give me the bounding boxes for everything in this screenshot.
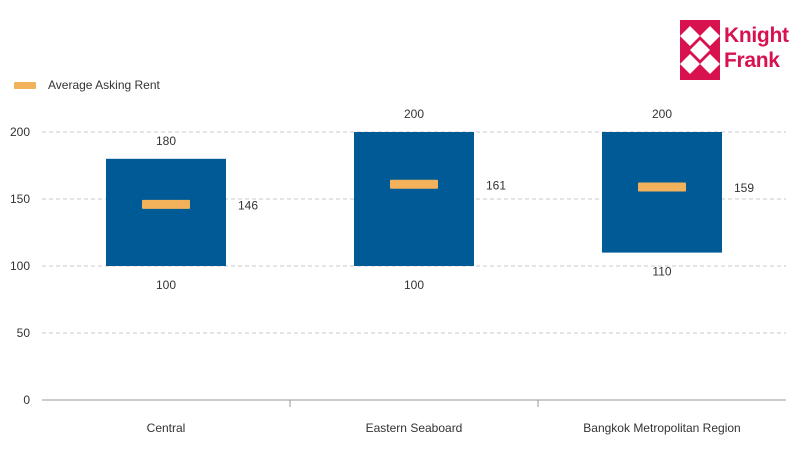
category-label: Bangkok Metropolitan Region [583, 421, 740, 435]
logo-mark-diamond-3 [690, 40, 710, 60]
average-value-label: 159 [734, 181, 754, 195]
range-high-label: 200 [404, 107, 424, 121]
average-marker [390, 179, 438, 189]
average-marker [142, 199, 190, 209]
logo-mark-diamond-1 [680, 26, 700, 46]
range-low-label: 100 [156, 278, 176, 292]
range-bar [106, 158, 226, 266]
range-bar [602, 132, 722, 253]
category-label: Eastern Seaboard [366, 421, 463, 435]
range-bar [354, 132, 474, 266]
logo-mark-diamond-2 [700, 26, 720, 46]
legend-label-average: Average Asking Rent [48, 78, 160, 92]
knight-frank-logo: Knight Frank [680, 20, 789, 80]
range-high-label: 200 [652, 107, 672, 121]
y-tick-label: 150 [10, 192, 30, 206]
logo-wordmark: Knight Frank [724, 23, 789, 73]
y-tick-label: 0 [23, 393, 30, 407]
logo-mark-diamond-5 [700, 54, 720, 74]
range-low-label: 100 [404, 278, 424, 292]
legend: Average Asking Rent [14, 78, 160, 92]
y-tick-label: 50 [17, 326, 31, 340]
logo-word-knight: Knight [724, 24, 789, 47]
average-value-label: 161 [486, 178, 506, 192]
y-tick-label: 100 [10, 259, 30, 273]
legend-swatch-average [14, 81, 36, 89]
logo-mark-diamond-4 [680, 54, 700, 74]
average-marker [638, 182, 686, 192]
category-label: Central [147, 421, 186, 435]
knight-frank-logo-mark [680, 20, 720, 80]
range-high-label: 180 [156, 134, 176, 148]
range-low-label: 110 [652, 265, 671, 279]
logo-word-frank: Frank [724, 49, 780, 72]
y-tick-label: 200 [10, 125, 30, 139]
average-value-label: 146 [238, 198, 258, 212]
